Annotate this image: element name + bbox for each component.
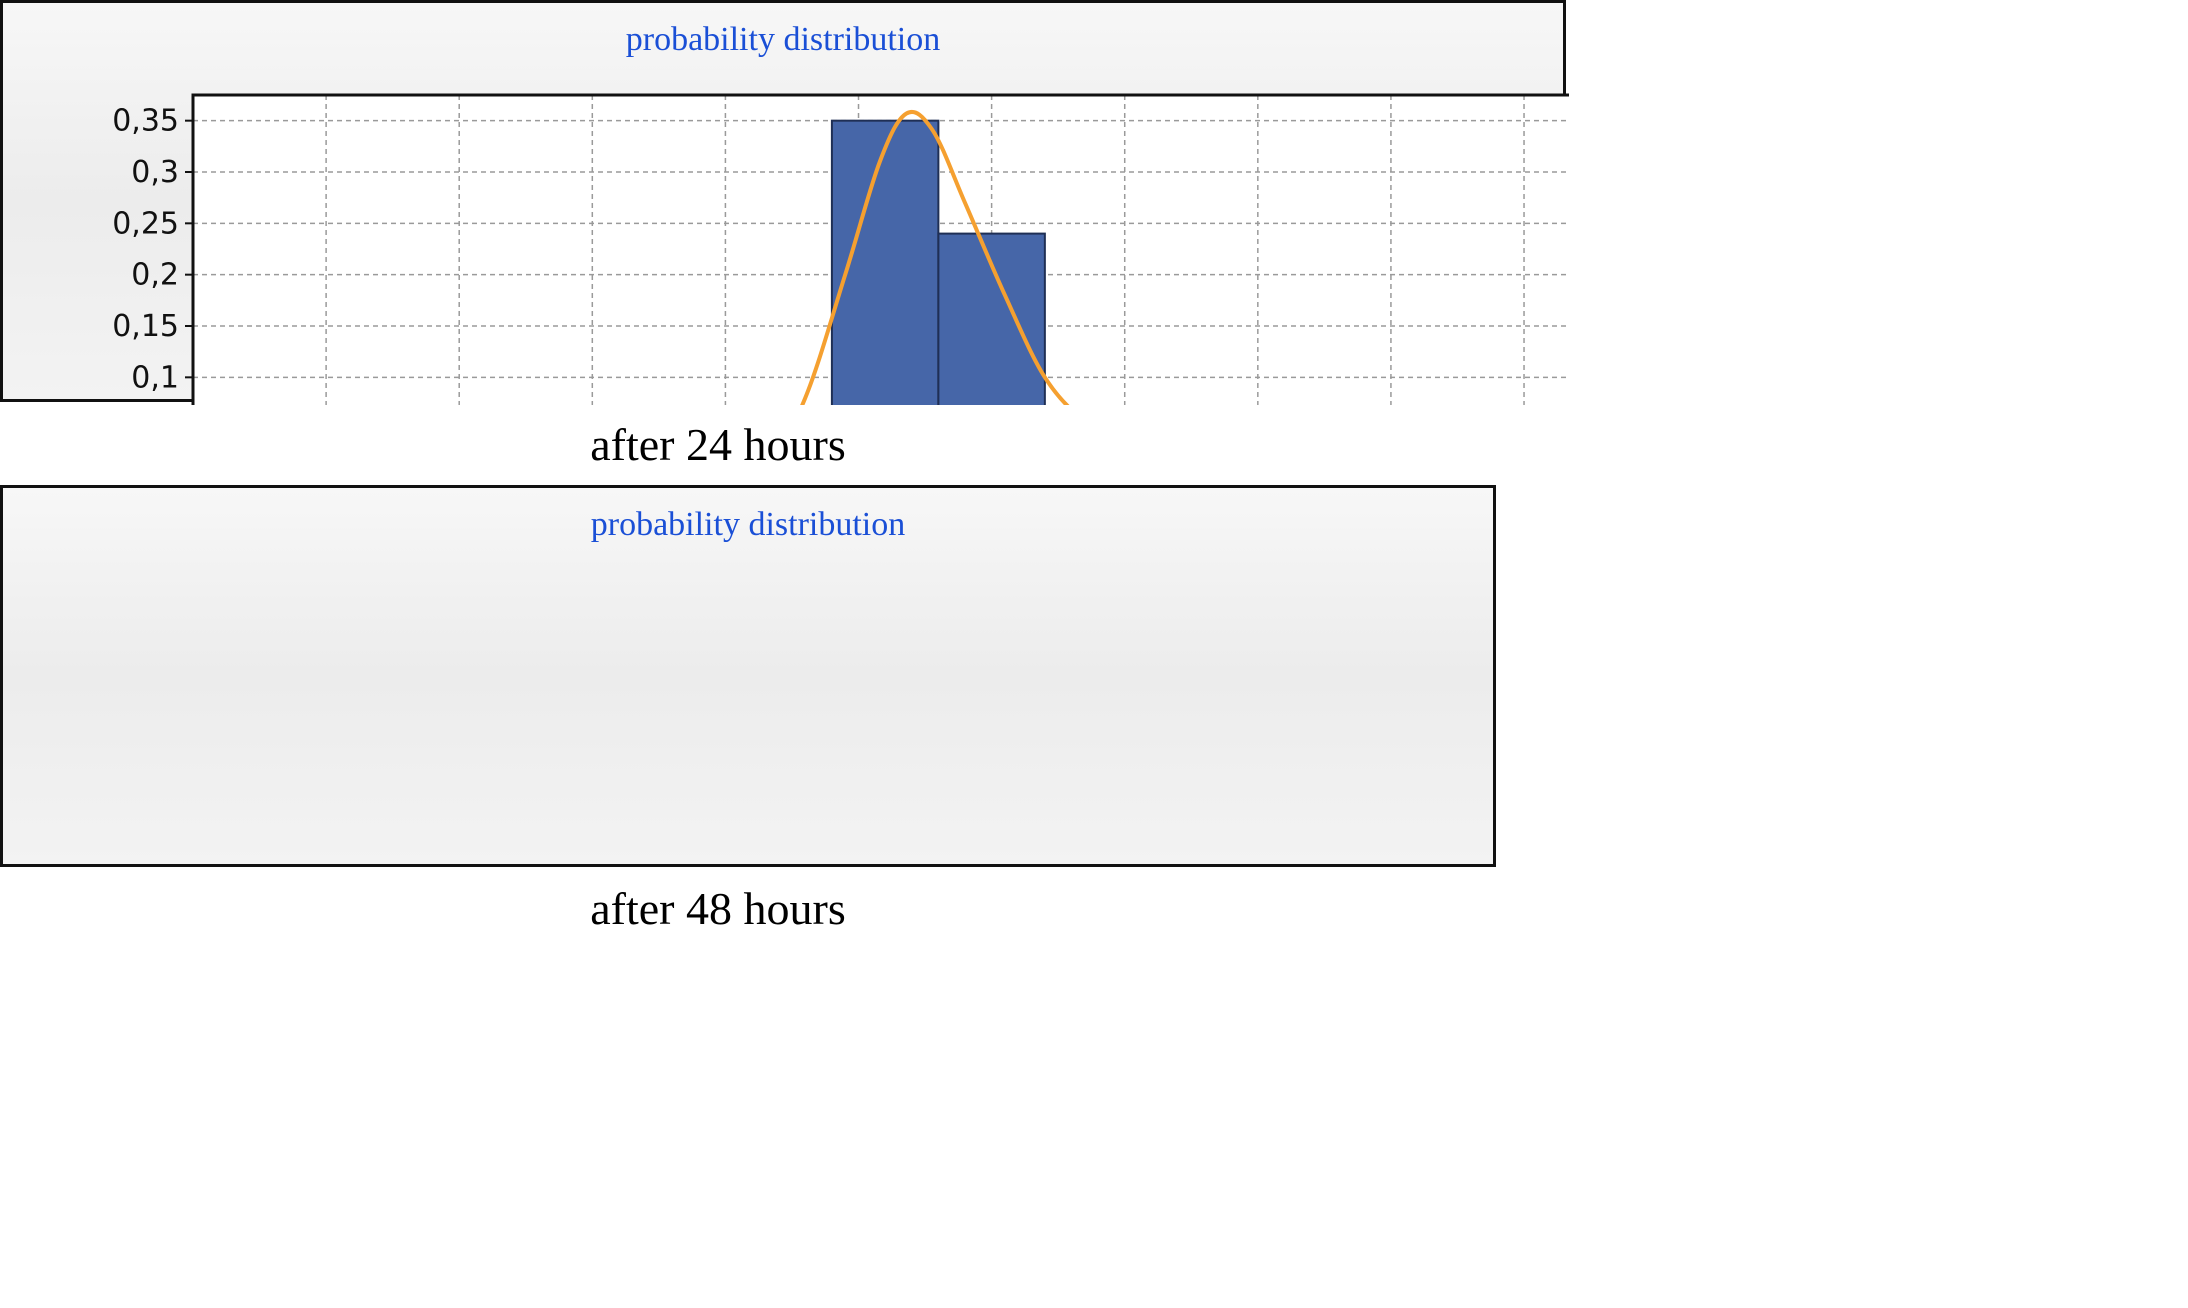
chart-title: probability distribution: [590, 506, 906, 543]
y-tick-label: 0,2: [131, 258, 179, 293]
chart-panel-48h: probability distribution: [0, 485, 1496, 867]
chart-panel-24h: probability distribution 00,050,10,150,2…: [0, 0, 1569, 405]
y-tick-label: 0,35: [112, 104, 179, 139]
density-curve: [800, 109, 1070, 405]
plot-frame: [191, 93, 1569, 405]
caption-24h: after 24 hours: [590, 419, 846, 470]
y-tick-label: 0,1: [131, 360, 179, 395]
histogram-bar: [937, 232, 1046, 405]
y-tick-label: 0,25: [112, 206, 179, 241]
y-tick-label: 0,3: [131, 155, 179, 190]
chart-title: probability distribution: [625, 21, 941, 58]
histogram-48h: [3, 488, 1499, 870]
histogram-24h: 00,050,10,150,20,250,30,3550100150200250…: [112, 93, 1569, 405]
y-tick-label: 0,15: [112, 309, 179, 344]
caption-48h: after 48 hours: [590, 883, 846, 934]
